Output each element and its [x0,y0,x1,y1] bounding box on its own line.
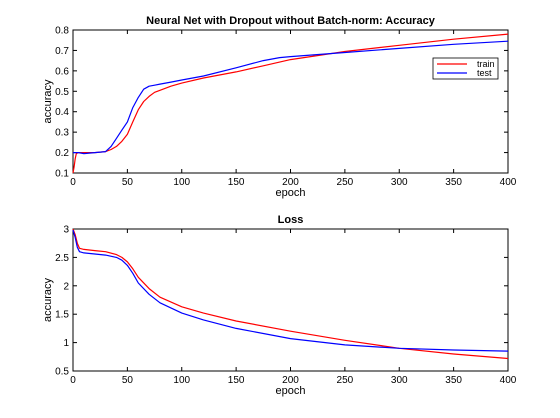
chart-title: Neural Net with Dropout without Batch-no… [146,15,436,27]
x-tick-label: 100 [173,375,190,386]
y-axis-label: accuracy [42,277,54,322]
x-tick-label: 300 [391,375,408,386]
x-tick-label: 200 [282,375,299,386]
y-tick-label: 2.5 [55,253,69,264]
x-tick-label: 350 [445,177,462,188]
x-tick-label: 150 [228,375,245,386]
x-tick-label: 200 [282,177,299,188]
y-tick-label: 1.5 [55,310,69,321]
series-line-test [72,229,509,352]
series-line-test [73,40,509,155]
x-tick-label: 250 [337,177,354,188]
legend-label-test: test [477,68,492,78]
y-tick-label: 2 [63,281,69,292]
x-tick-label: 150 [228,177,245,188]
y-tick-label: 0.5 [55,87,69,98]
series-line-train [72,228,509,360]
x-tick-label: 400 [500,375,517,386]
x-tick-label: 100 [173,177,190,188]
y-tick-label: 1 [63,338,69,349]
x-tick-label: 250 [337,375,354,386]
plot-area [72,29,509,174]
loss-chart: Loss 0 50 100 150 200 250 300 350 400 0.5 1 1.5 2 2.5 3… [42,214,517,397]
y-tick-label: 0.1 [55,169,69,180]
x-tick-label: 0 [70,177,76,188]
y-tick-label: 0.4 [55,107,69,118]
y-tick-label: 0.5 [55,367,69,378]
x-tick-label: 0 [70,375,76,386]
x-axis-label: epoch [276,187,306,199]
x-tick-label: 350 [445,375,462,386]
y-tick-label: 0.7 [55,46,69,57]
y-tick-label: 0.2 [55,148,69,159]
y-tick-label: 0.8 [55,26,69,37]
plot-area [72,228,509,372]
legend-label-train: train [477,59,495,69]
chart-title: Loss [278,214,304,226]
x-tick-label: 50 [122,375,134,386]
x-tick-label: 50 [122,177,134,188]
accuracy-chart: Neural Net with Dropout without Batch-no… [42,15,517,199]
y-tick-label: 0.3 [55,128,69,139]
y-tick-label: 0.6 [55,66,69,77]
legend-box [432,57,499,80]
y-tick-label: 3 [63,225,69,236]
y-axis-label: accuracy [42,79,54,124]
x-tick-label: 300 [391,177,408,188]
x-axis-label: epoch [276,385,306,397]
x-tick-label: 400 [500,177,517,188]
